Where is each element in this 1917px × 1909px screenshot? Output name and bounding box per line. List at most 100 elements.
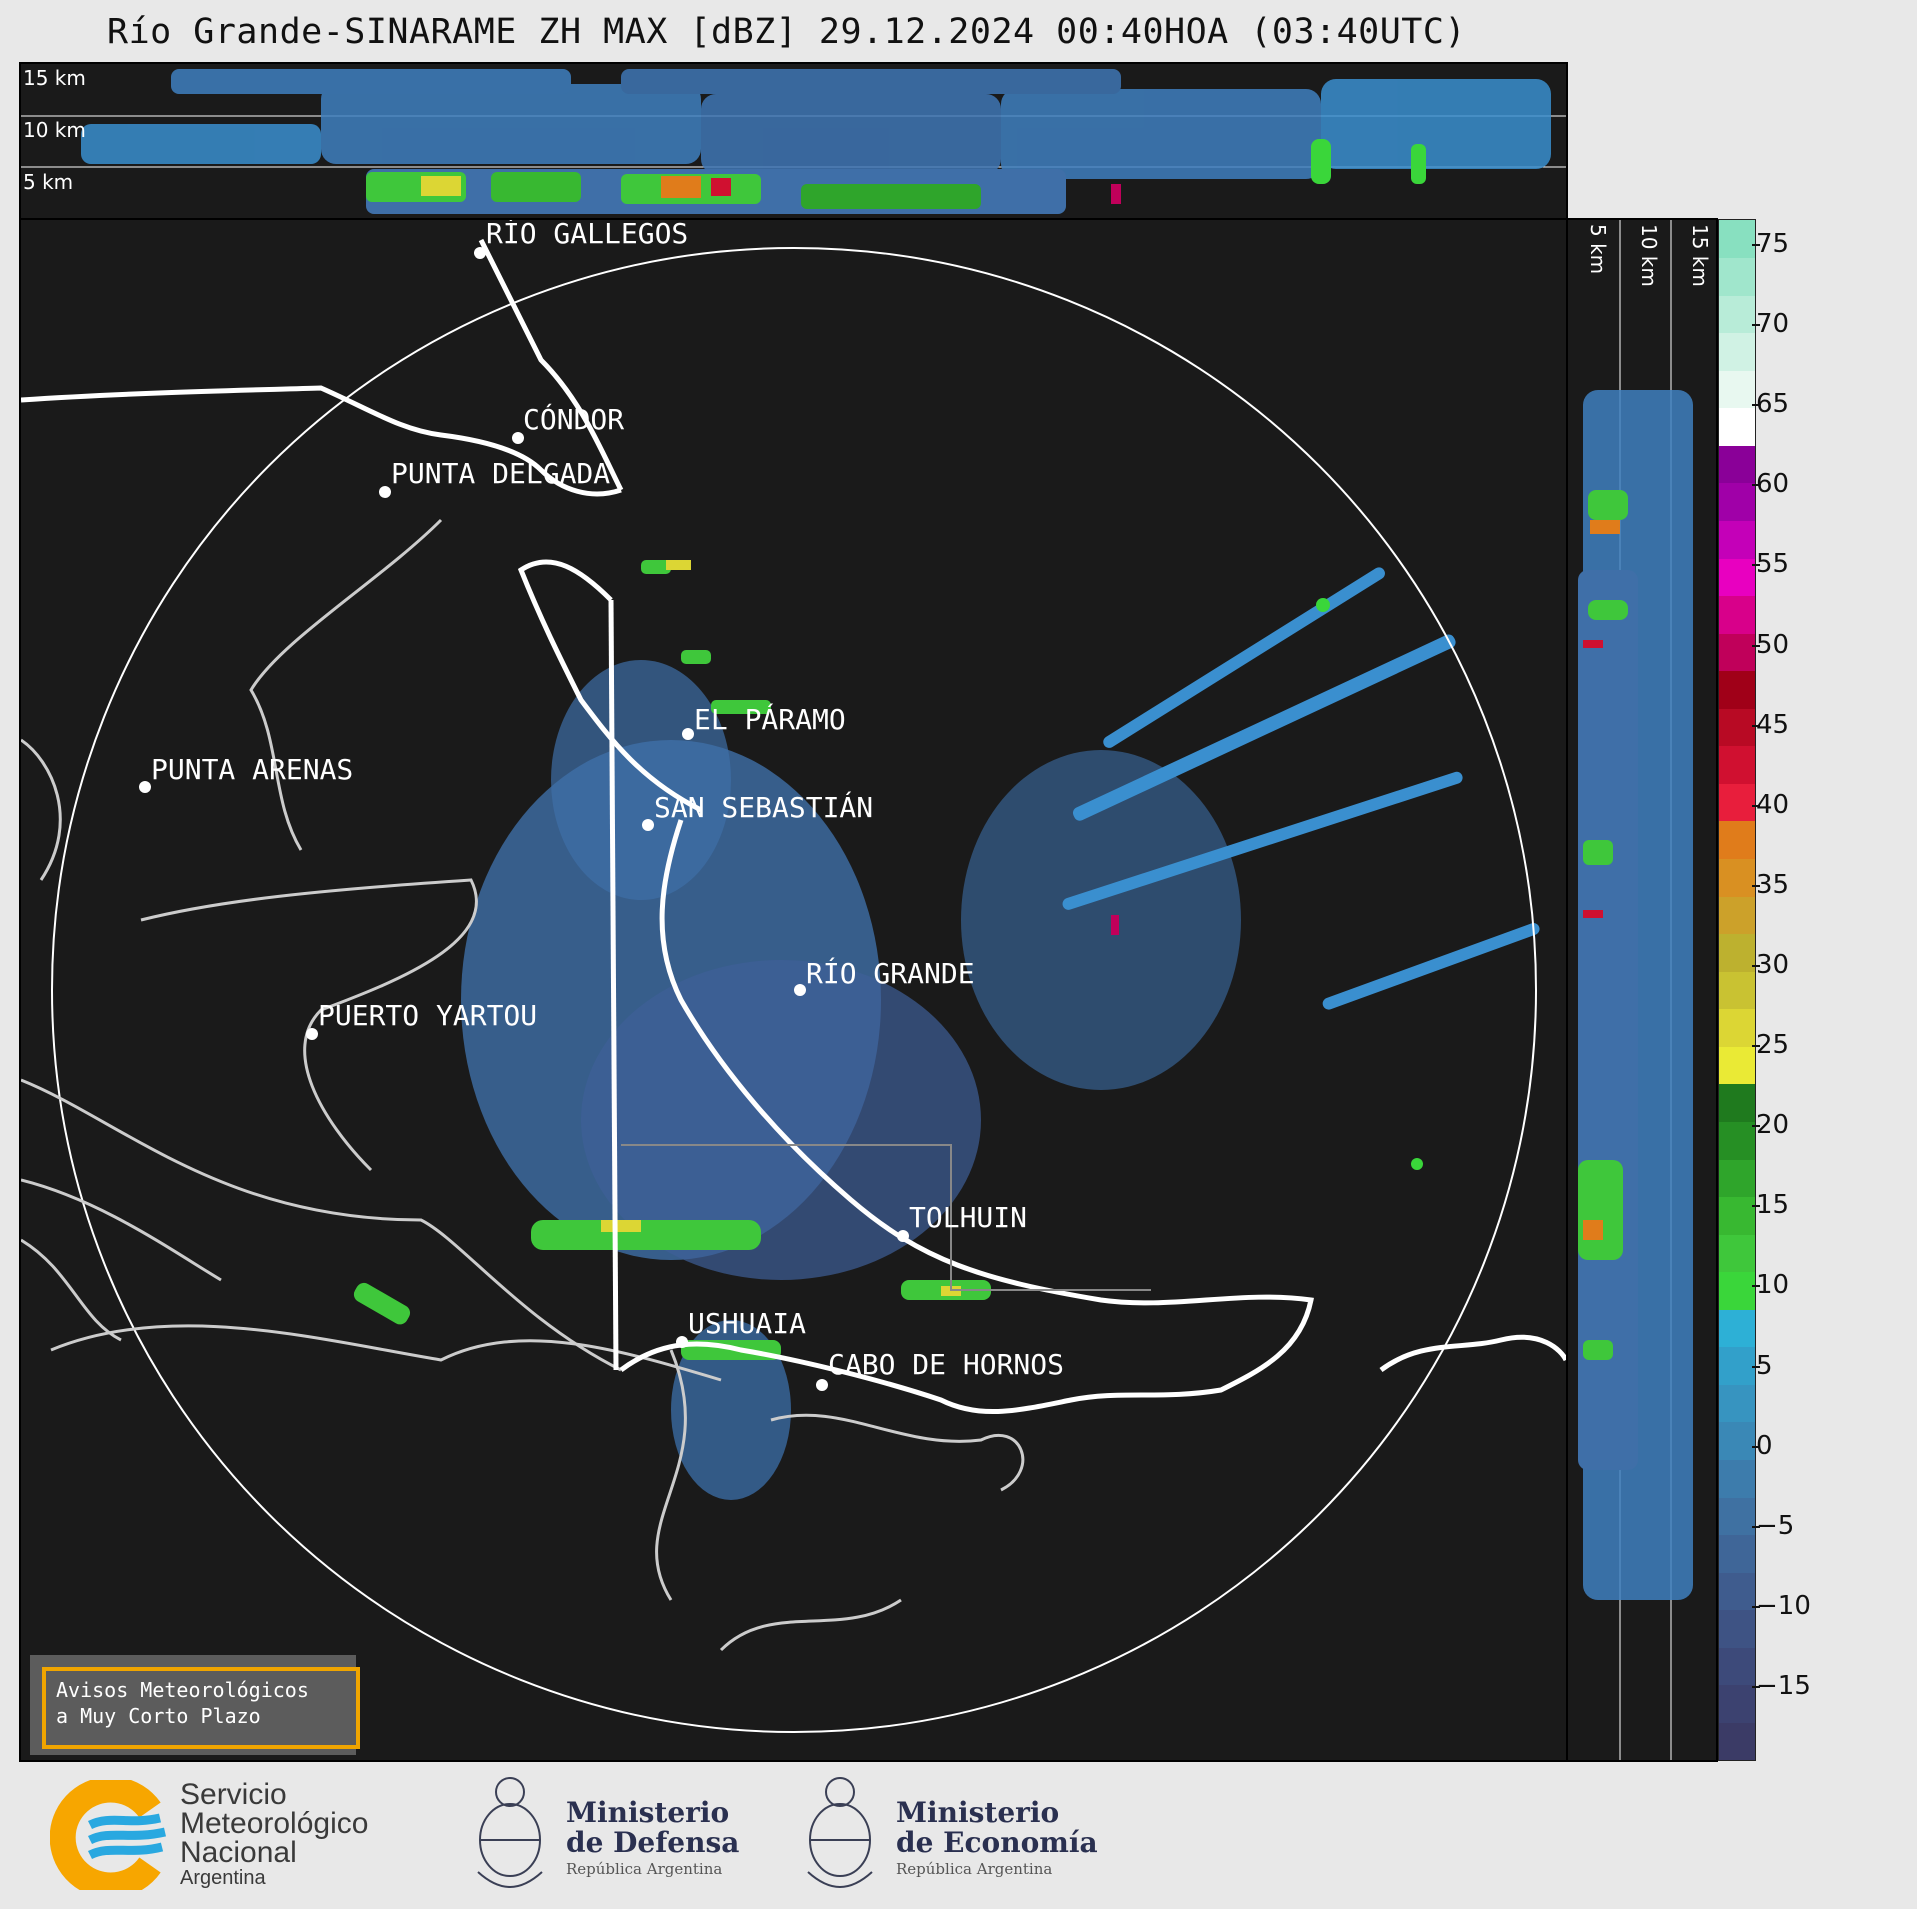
city-markers	[139, 247, 909, 1391]
top-cross-section-echoes	[21, 69, 1566, 214]
defensa-line: Ministerio	[566, 1796, 730, 1829]
colorbar	[1718, 219, 1756, 1761]
colorbar-tick-label: 50	[1751, 629, 1790, 660]
colorbar-segment	[1719, 896, 1755, 935]
colorbar-segment	[1719, 220, 1755, 259]
colorbar-segment	[1719, 407, 1755, 446]
smn-line: Nacional	[180, 1836, 297, 1869]
colorbar-tick-label: 15	[1751, 1190, 1790, 1221]
colorbar-segment	[1719, 1459, 1755, 1498]
colorbar-segment	[1719, 1684, 1755, 1723]
notice-box: Avisos Meteorológicos a Muy Corto Plazo	[30, 1655, 360, 1755]
notice-line: Avisos Meteorológicos	[56, 1678, 309, 1702]
colorbar-segment	[1719, 332, 1755, 371]
colorbar-segment	[1719, 1234, 1755, 1273]
colorbar-segment	[1719, 1121, 1755, 1160]
colorbar-segment	[1719, 1609, 1755, 1648]
colorbar-segment	[1719, 1647, 1755, 1686]
colorbar-segment	[1719, 257, 1755, 296]
colorbar-segment	[1719, 1159, 1755, 1198]
colorbar-segment	[1719, 933, 1755, 972]
colorbar-segment	[1719, 783, 1755, 822]
ministerio-defensa-logo: Ministerio de Defensa República Argentin…	[470, 1762, 750, 1902]
colorbar-segment	[1719, 1572, 1755, 1611]
city-label: RÍO GRANDE	[806, 957, 975, 990]
notice-line: a Muy Corto Plazo	[56, 1704, 261, 1728]
colorbar-segment	[1719, 595, 1755, 634]
defensa-line: República Argentina	[566, 1860, 723, 1878]
colorbar-segment	[1719, 820, 1755, 860]
city-label: RÍO GALLEGOS	[486, 218, 689, 250]
colorbar-tick-label: 0	[1752, 1430, 1773, 1461]
smn-line: Argentina	[180, 1867, 266, 1889]
side-altitude-label: 15 km	[1688, 224, 1712, 287]
top-cross-section-panel: 15 km 10 km 5 km	[19, 62, 1568, 221]
colorbar-tick-label: 20	[1751, 1110, 1790, 1141]
city-label: USHUAIA	[688, 1307, 807, 1340]
side-cross-section-panel: 5 km 10 km 15 km	[1566, 218, 1718, 1762]
economia-line: Ministerio	[896, 1796, 1060, 1829]
economia-line: República Argentina	[896, 1860, 1053, 1878]
radar-range-ring	[51, 247, 1537, 1733]
colorbar-tick-label: 30	[1751, 950, 1790, 980]
colorbar-tick-label: 5	[1752, 1350, 1773, 1381]
top-altitude-label: 10 km	[23, 118, 86, 142]
colorbar-tick-label: 45	[1751, 709, 1790, 740]
colorbar-segment	[1719, 1722, 1755, 1761]
defensa-line: de Defensa	[566, 1826, 740, 1859]
colorbar-segment	[1719, 558, 1755, 597]
radar-map	[21, 238, 1566, 1733]
colorbar-segment	[1719, 482, 1755, 521]
colorbar-tick-label: 75	[1751, 229, 1790, 259]
colorbar-tick-label: 70	[1751, 309, 1790, 340]
coat-of-arms-icon	[477, 1777, 543, 1888]
colorbar-tick-label: 60	[1751, 469, 1790, 500]
side-cross-section-echoes	[1578, 220, 1693, 1760]
smn-line: Servicio	[180, 1778, 287, 1811]
colorbar-tick-label: −15	[1752, 1671, 1811, 1701]
colorbar-segment	[1719, 295, 1755, 334]
side-altitude-label: 5 km	[1586, 224, 1610, 275]
colorbar-tick-label: −5	[1751, 1510, 1795, 1541]
colorbar-segment	[1719, 1534, 1755, 1573]
colorbar-segment	[1719, 1421, 1755, 1460]
city-label: PUNTA DELGADA	[391, 457, 611, 490]
colorbar-segment	[1719, 1309, 1755, 1348]
city-label: TOLHUIN	[909, 1201, 1028, 1234]
colorbar-segment	[1719, 745, 1755, 784]
city-label: CABO DE HORNOS	[828, 1348, 1065, 1381]
colorbar-segment	[1719, 1008, 1755, 1047]
colorbar-segment	[1719, 520, 1755, 559]
colorbar-tick-label: 40	[1751, 789, 1790, 820]
ministerio-economia-logo: Ministerio de Economía República Argenti…	[800, 1762, 1100, 1902]
colorbar-segment	[1719, 670, 1755, 709]
side-altitude-label: 10 km	[1637, 224, 1661, 287]
smn-logo: Servicio Meteorológico Nacional Argentin…	[49, 1776, 410, 1899]
smn-line: Meteorológico	[180, 1807, 369, 1840]
city-label: SAN SEBASTIÁN	[654, 791, 874, 824]
colorbar-segment	[1719, 858, 1755, 897]
city-label: PUNTA ARENAS	[151, 753, 354, 786]
notice-border: Avisos Meteorológicos a Muy Corto Plazo	[42, 1667, 360, 1749]
colorbar-segment	[1719, 971, 1755, 1010]
economia-line: de Economía	[896, 1826, 1098, 1859]
coat-of-arms-icon	[807, 1777, 873, 1888]
colorbar-tick-label: 55	[1751, 549, 1790, 580]
province-boundary	[621, 1144, 1151, 1291]
colorbar-tick-label: 35	[1751, 869, 1790, 900]
colorbar-segment	[1719, 1497, 1755, 1536]
colorbar-tick-label: 25	[1751, 1030, 1790, 1061]
coastlines	[21, 518, 1025, 1652]
borders	[21, 238, 1566, 1415]
map-title: Río Grande-SINARAME ZH MAX [dBZ] 29.12.2…	[107, 12, 1467, 52]
top-altitude-label: 5 km	[23, 170, 74, 194]
colorbar-segment	[1719, 1346, 1755, 1385]
colorbar-tick-label: 65	[1751, 389, 1790, 420]
smn-logo-icon	[49, 1776, 167, 1899]
colorbar-segment	[1719, 1271, 1755, 1310]
radar-map-panel[interactable]: RÍO GALLEGOS CÓNDOR PUNTA DELGADA EL PÁR…	[19, 218, 1568, 1762]
colorbar-segment	[1719, 1196, 1755, 1235]
colorbar-segment	[1719, 445, 1755, 484]
colorbar-segment	[1719, 370, 1755, 409]
colorbar-segment	[1719, 1046, 1755, 1085]
